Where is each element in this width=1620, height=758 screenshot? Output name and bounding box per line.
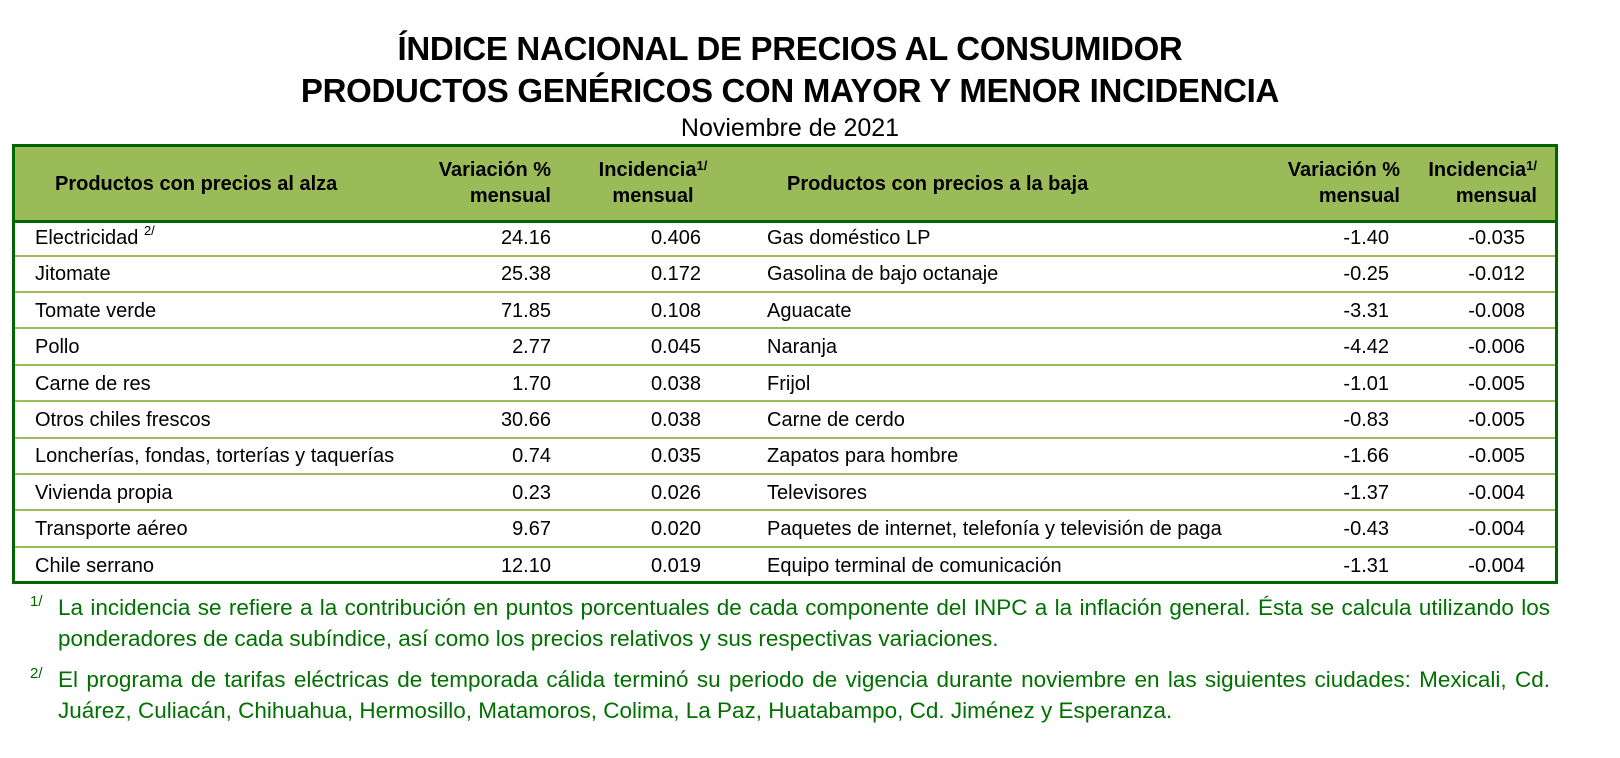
incidence-down: -0.035 bbox=[1468, 227, 1525, 249]
title-line-2: PRODUCTOS GENÉRICOS CON MAYOR Y MENOR IN… bbox=[300, 72, 1280, 109]
variation-up: 0.74 bbox=[512, 445, 551, 468]
table-header: Productos con precios al alza Variación … bbox=[15, 147, 1555, 223]
incidence-up: 0.019 bbox=[650, 554, 701, 577]
incidence-up: 0.020 bbox=[650, 518, 701, 541]
product-down: Naranja bbox=[767, 336, 838, 359]
product-up: Chile serrano bbox=[35, 554, 154, 577]
product-up: Pollo bbox=[35, 336, 80, 359]
variation-up: 9.67 bbox=[512, 518, 551, 541]
incidence-down: -0.012 bbox=[1468, 263, 1525, 286]
variation-down: -1.66 bbox=[1343, 445, 1389, 468]
title-line-1: ÍNDICE NACIONAL DE PRECIOS AL CONSUMIDOR bbox=[397, 30, 1183, 67]
table-row: Tomate verde 71.85 0.108 Aguacate -3.31 -0.00… bbox=[15, 293, 1555, 330]
table-row: Carne de res 1.70 0.038 Frijol -1.01 -0.005 bbox=[15, 366, 1555, 403]
incidence-down: -0.005 bbox=[1468, 372, 1525, 395]
incidence-up: 0.108 bbox=[650, 299, 701, 322]
header-products-down: Productos con precios a la baja bbox=[787, 173, 1089, 195]
product-down: Paquetes de internet, telefonía y televi… bbox=[767, 518, 1222, 541]
product-down: Televisores bbox=[767, 481, 868, 504]
variation-down: -0.25 bbox=[1343, 263, 1389, 286]
subtitle: Noviembre de 2021 bbox=[680, 114, 900, 142]
variation-up: 30.66 bbox=[500, 409, 551, 431]
incidence-down: -0.008 bbox=[1468, 299, 1525, 322]
incidence-up: 0.172 bbox=[650, 263, 701, 286]
table-row: Transporte aéreo 9.67 0.020 Paquetes de int… bbox=[15, 511, 1555, 548]
incidence-down: -0.006 bbox=[1468, 336, 1525, 359]
variation-up: 2.77 bbox=[512, 336, 551, 359]
product-down: Aguacate bbox=[767, 299, 852, 322]
product-down: Gasolina de bajo octanaje bbox=[767, 263, 999, 286]
variation-down: -1.37 bbox=[1343, 481, 1389, 504]
product-down: Carne de cerdo bbox=[767, 409, 905, 431]
variation-up: 25.38 bbox=[500, 263, 551, 286]
incidence-down: -0.005 bbox=[1468, 409, 1525, 431]
incidence-up: 0.045 bbox=[650, 336, 701, 359]
table-row: Jitomate 25.38 0.172 Gasolina de bajo octan… bbox=[15, 256, 1555, 293]
variation-down: -4.42 bbox=[1343, 336, 1389, 359]
variation-up: 12.10 bbox=[500, 554, 551, 577]
product-down: Zapatos para hombre bbox=[767, 445, 959, 468]
variation-down: -3.31 bbox=[1343, 299, 1389, 322]
variation-down: -1.40 bbox=[1343, 227, 1389, 249]
product-down: Gas doméstico LP bbox=[767, 227, 931, 249]
product-up: Carne de res bbox=[35, 372, 151, 395]
table-row: Otros chiles frescos 30.66 0.038 Carne de c… bbox=[15, 402, 1555, 439]
variation-down: -1.31 bbox=[1343, 554, 1389, 577]
product-up: Electricidad 2/ bbox=[35, 223, 155, 249]
product-up: Loncherías, fondas, torterías y taquería… bbox=[35, 445, 395, 468]
incidence-up: 0.038 bbox=[650, 409, 701, 431]
incidence-up: 0.406 bbox=[650, 227, 701, 249]
variation-up: 0.23 bbox=[512, 481, 551, 504]
incidence-down: -0.004 bbox=[1468, 481, 1525, 504]
incidence-up: 0.026 bbox=[650, 481, 701, 504]
variation-up: 1.70 bbox=[512, 372, 551, 395]
header-variation-down: Variación % mensual bbox=[1287, 159, 1400, 207]
variation-down: -0.83 bbox=[1343, 409, 1389, 431]
product-up: Otros chiles frescos bbox=[35, 409, 211, 431]
product-down: Frijol bbox=[767, 372, 811, 395]
table-row: Electricidad 2/24.16 0.406 Gas doméstico L… bbox=[15, 220, 1555, 257]
incidence-up: 0.035 bbox=[650, 445, 701, 468]
incidence-down: -0.004 bbox=[1468, 554, 1525, 577]
variation-up: 71.85 bbox=[500, 299, 551, 322]
product-up: Jitomate bbox=[35, 263, 111, 286]
table-row: Pollo 2.77 0.045 Naranja -4.42 -0.006 bbox=[15, 329, 1555, 366]
incidence-table: Productos con precios al alza Variación … bbox=[12, 144, 1558, 584]
product-up: Vivienda propia bbox=[35, 481, 173, 504]
footnote-ref: 2/ bbox=[143, 223, 155, 238]
table-row: Chile serrano 12.10 0.019 Equipo terminal d… bbox=[15, 548, 1555, 585]
product-down: Equipo terminal de comunicación bbox=[767, 554, 1062, 577]
header-incidence-down: Incidencia1/mensual bbox=[1428, 158, 1537, 207]
product-up: Transporte aéreo bbox=[35, 518, 188, 541]
variation-down: -0.43 bbox=[1343, 518, 1389, 541]
header-products-up: Productos con precios al alza bbox=[55, 173, 338, 195]
table-row: Vivienda propia 0.23 0.026 Televisores -1.37… bbox=[15, 475, 1555, 512]
incidence-down: -0.005 bbox=[1468, 445, 1525, 468]
product-up: Tomate verde bbox=[35, 299, 157, 322]
variation-up: 24.16 bbox=[500, 227, 551, 249]
header-variation-up: Variación % mensual bbox=[438, 159, 551, 207]
footnote-1: 1/La incidencia se refiere a la contribu… bbox=[30, 593, 1550, 651]
incidence-down: -0.004 bbox=[1468, 518, 1525, 541]
table-row: Loncherías, fondas, torterías y taquería… bbox=[15, 438, 1555, 475]
table-body: Electricidad 2/24.16 0.406 Gas doméstico L… bbox=[15, 220, 1555, 584]
incidence-up: 0.038 bbox=[650, 372, 701, 395]
variation-down: -1.01 bbox=[1343, 372, 1389, 395]
footnote-2: 2/El programa de tarifas eléctricas de t… bbox=[30, 665, 1550, 723]
header-incidence-up: Incidencia1/mensual bbox=[598, 158, 708, 207]
